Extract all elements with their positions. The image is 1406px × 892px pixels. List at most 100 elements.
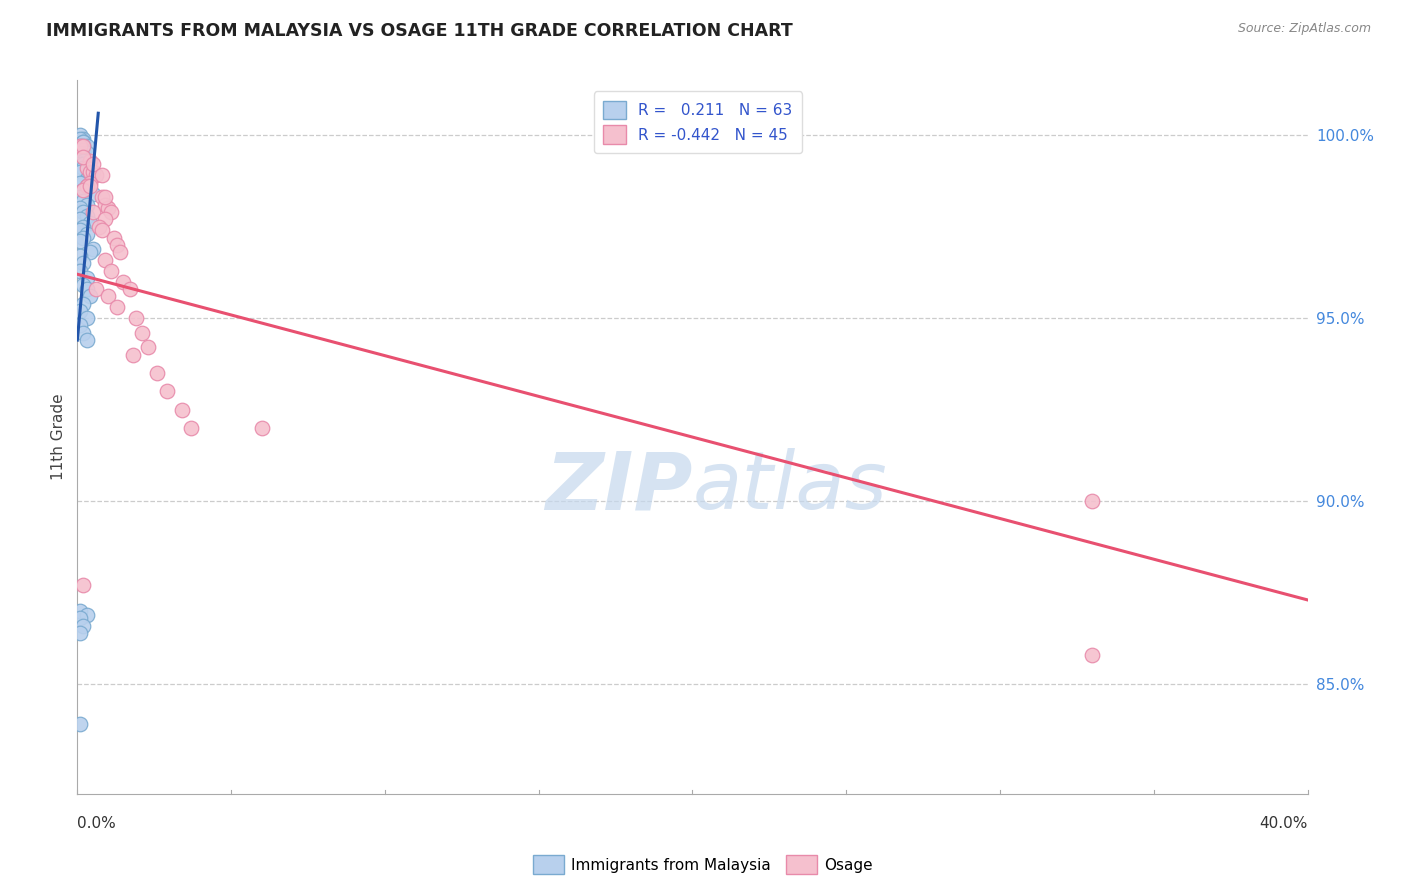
Point — [76, 282, 98, 296]
Point — [79, 176, 101, 190]
Point — [72, 183, 94, 197]
Point — [69, 128, 91, 143]
Point — [69, 717, 91, 731]
Point — [79, 165, 101, 179]
Point — [69, 202, 91, 216]
Point — [87, 219, 110, 234]
Point — [72, 256, 94, 270]
Point — [76, 179, 98, 194]
Point — [100, 263, 122, 277]
Text: Source: ZipAtlas.com: Source: ZipAtlas.com — [1237, 22, 1371, 36]
Point — [69, 223, 91, 237]
Point — [76, 209, 98, 223]
Point — [250, 421, 273, 435]
Point — [76, 607, 98, 622]
Point — [100, 205, 122, 219]
Point — [90, 190, 114, 204]
Point — [180, 421, 202, 435]
Point — [69, 318, 91, 333]
Point — [72, 136, 94, 150]
Point — [72, 205, 94, 219]
Point — [82, 157, 104, 171]
Point — [105, 238, 128, 252]
Point — [105, 300, 128, 314]
Point — [72, 143, 94, 157]
Point — [72, 153, 94, 168]
Point — [84, 282, 107, 296]
Point — [82, 186, 104, 201]
Point — [79, 216, 101, 230]
Point — [69, 165, 91, 179]
Point — [72, 157, 94, 171]
Point — [76, 311, 98, 326]
Point — [94, 252, 117, 267]
Point — [94, 197, 117, 211]
Point — [69, 143, 91, 157]
Point — [121, 348, 143, 362]
Point — [90, 169, 114, 183]
Point — [82, 242, 104, 256]
Legend: R =   0.211   N = 63, R = -0.442   N = 45: R = 0.211 N = 63, R = -0.442 N = 45 — [593, 92, 801, 153]
Y-axis label: 11th Grade: 11th Grade — [51, 393, 66, 481]
Point — [69, 625, 91, 640]
Point — [72, 150, 94, 164]
Point — [69, 303, 91, 318]
Point — [69, 190, 91, 204]
Text: ZIP: ZIP — [546, 448, 693, 526]
Point — [84, 169, 107, 183]
Point — [76, 161, 98, 175]
Point — [69, 235, 91, 249]
Point — [69, 139, 91, 153]
Point — [146, 366, 169, 380]
Point — [76, 227, 98, 241]
Point — [72, 183, 94, 197]
Point — [79, 153, 101, 168]
Point — [94, 190, 117, 204]
Point — [76, 333, 98, 347]
Point — [1081, 648, 1104, 662]
Point — [76, 139, 98, 153]
Point — [76, 146, 98, 161]
Point — [76, 161, 98, 175]
Point — [72, 139, 94, 153]
Point — [79, 169, 101, 183]
Point — [79, 245, 101, 260]
Point — [76, 197, 98, 211]
Text: 0.0%: 0.0% — [77, 816, 117, 831]
Point — [131, 326, 153, 340]
Point — [82, 205, 104, 219]
Point — [76, 172, 98, 186]
Point — [112, 275, 135, 289]
Point — [69, 150, 91, 164]
Point — [79, 179, 101, 194]
Point — [69, 157, 91, 171]
Legend: Immigrants from Malaysia, Osage: Immigrants from Malaysia, Osage — [527, 849, 879, 880]
Point — [72, 230, 94, 244]
Point — [72, 578, 94, 592]
Point — [170, 402, 193, 417]
Point — [69, 176, 91, 190]
Point — [72, 278, 94, 293]
Point — [94, 212, 117, 227]
Point — [103, 230, 125, 244]
Point — [72, 326, 94, 340]
Point — [72, 176, 94, 190]
Point — [76, 153, 98, 168]
Point — [72, 219, 94, 234]
Point — [90, 223, 114, 237]
Point — [1081, 494, 1104, 508]
Point — [136, 340, 159, 354]
Point — [76, 271, 98, 285]
Text: atlas: atlas — [693, 448, 887, 526]
Point — [125, 311, 148, 326]
Point — [72, 139, 94, 153]
Point — [79, 289, 101, 303]
Point — [72, 161, 94, 175]
Point — [69, 604, 91, 618]
Point — [110, 245, 132, 260]
Text: 40.0%: 40.0% — [1260, 816, 1308, 831]
Point — [82, 165, 104, 179]
Point — [72, 194, 94, 208]
Point — [72, 136, 94, 150]
Point — [69, 139, 91, 153]
